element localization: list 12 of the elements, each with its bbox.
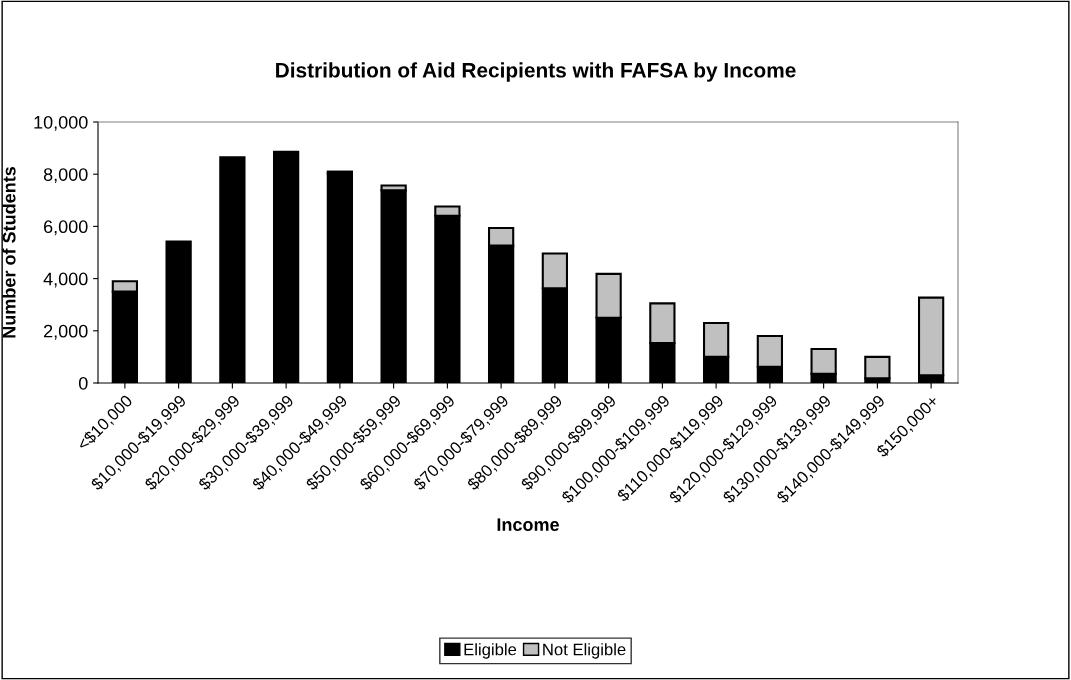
chart-title: Distribution of Aid Recipients with FAFSA by Income bbox=[276, 62, 796, 82]
y-tick-label: 2,000 bbox=[44, 324, 88, 340]
y-tick-label: 6,000 bbox=[44, 220, 88, 236]
legend-label: Eligible bbox=[464, 643, 517, 659]
y-tick-label: 8,000 bbox=[43, 168, 88, 184]
legend-label: Not Eligible bbox=[543, 643, 626, 659]
bar bbox=[864, 355, 891, 380]
y-tick-label: 0 bbox=[78, 376, 88, 390]
y-tick-label: 10,000 bbox=[34, 115, 88, 131]
y-axis-title: Number of Students bbox=[2, 166, 16, 338]
y-tick-label: 4,000 bbox=[43, 272, 88, 288]
x-axis-title: Income bbox=[497, 518, 559, 531]
